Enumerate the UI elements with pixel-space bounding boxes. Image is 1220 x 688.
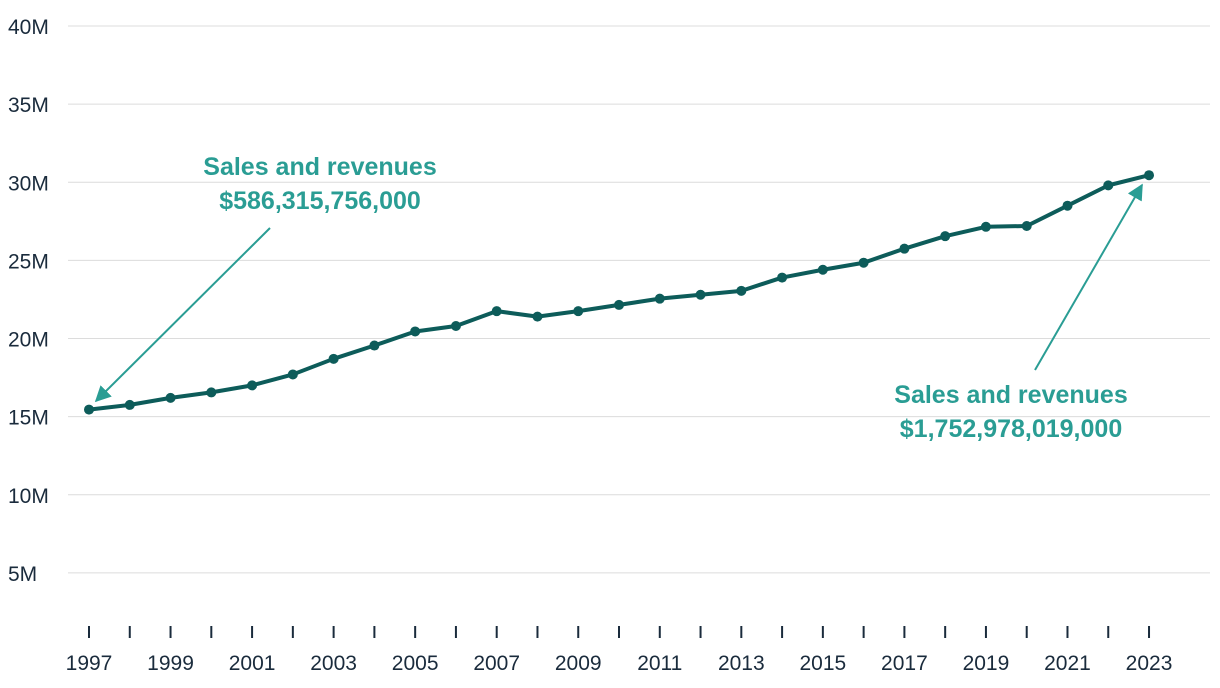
y-tick-label: 25M — [8, 250, 49, 273]
y-tick-label: 5M — [8, 563, 37, 586]
x-tick-label: 2017 — [881, 652, 928, 675]
annotation-start-line2: $586,315,756,000 — [219, 187, 421, 215]
data-point — [1103, 180, 1114, 191]
data-point — [1144, 170, 1155, 181]
data-point — [980, 221, 991, 232]
data-point — [410, 326, 421, 337]
y-tick-label: 15M — [8, 407, 49, 430]
data-point — [84, 404, 94, 415]
x-axis: 1997 1999 2001 2003 2005 2007 2009 2011 2013 2015… — [66, 626, 1173, 675]
data-point — [247, 380, 258, 391]
data-point — [206, 387, 217, 398]
gridlines — [68, 25, 1210, 574]
annotation-end-arrow — [1034, 183, 1143, 371]
x-tick-label: 2003 — [310, 652, 357, 675]
x-tick-label: 2009 — [555, 652, 602, 675]
data-point — [165, 392, 176, 403]
data-point — [532, 311, 543, 322]
x-tick-label: 2023 — [1126, 652, 1173, 675]
annotation-end-line1: Sales and revenues — [894, 381, 1127, 409]
x-tick-label: 2001 — [229, 652, 276, 675]
data-point — [124, 399, 135, 410]
data-point — [491, 306, 502, 317]
annotation-start: Sales and revenues $586,315,756,000 — [94, 153, 437, 403]
x-tick-label: 2011 — [637, 652, 682, 675]
data-point — [1062, 200, 1073, 211]
x-tick-label: 2007 — [473, 652, 520, 675]
data-point — [695, 289, 706, 300]
data-point — [817, 264, 828, 275]
y-tick-label: 10M — [8, 485, 49, 508]
x-tick-label: 2021 — [1044, 652, 1091, 675]
x-tick-label: 2005 — [392, 652, 439, 675]
data-point — [736, 285, 747, 296]
data-point — [573, 306, 584, 317]
annotation-start-arrow — [94, 227, 271, 403]
data-point — [1021, 221, 1032, 231]
data-point — [940, 231, 951, 242]
x-tick-label: 2013 — [718, 652, 765, 675]
data-point — [369, 340, 380, 351]
y-tick-label: 20M — [8, 329, 49, 352]
data-point — [614, 299, 625, 310]
annotation-start-line1: Sales and revenues — [203, 153, 436, 181]
series-line-group — [84, 170, 1155, 415]
annotation-end: Sales and revenues $1,752,978,019,000 — [894, 183, 1143, 443]
y-axis-labels: 5M 10M 15M 20M 25M 30M 35M 40M — [8, 16, 49, 586]
data-point — [777, 272, 788, 283]
x-tick-label: 2015 — [800, 652, 847, 675]
data-point — [899, 243, 910, 254]
data-point — [654, 293, 665, 304]
data-point — [450, 321, 461, 331]
x-tick-label: 1997 — [66, 652, 113, 675]
y-tick-label: 40M — [8, 16, 49, 39]
data-point — [858, 257, 869, 268]
y-tick-label: 35M — [8, 94, 49, 117]
x-tick-label: 2019 — [963, 652, 1010, 675]
x-tick-label: 1999 — [147, 652, 194, 675]
data-point — [287, 369, 298, 380]
data-point — [328, 353, 339, 364]
y-tick-label: 30M — [8, 172, 49, 195]
annotation-end-line2: $1,752,978,019,000 — [900, 415, 1122, 443]
